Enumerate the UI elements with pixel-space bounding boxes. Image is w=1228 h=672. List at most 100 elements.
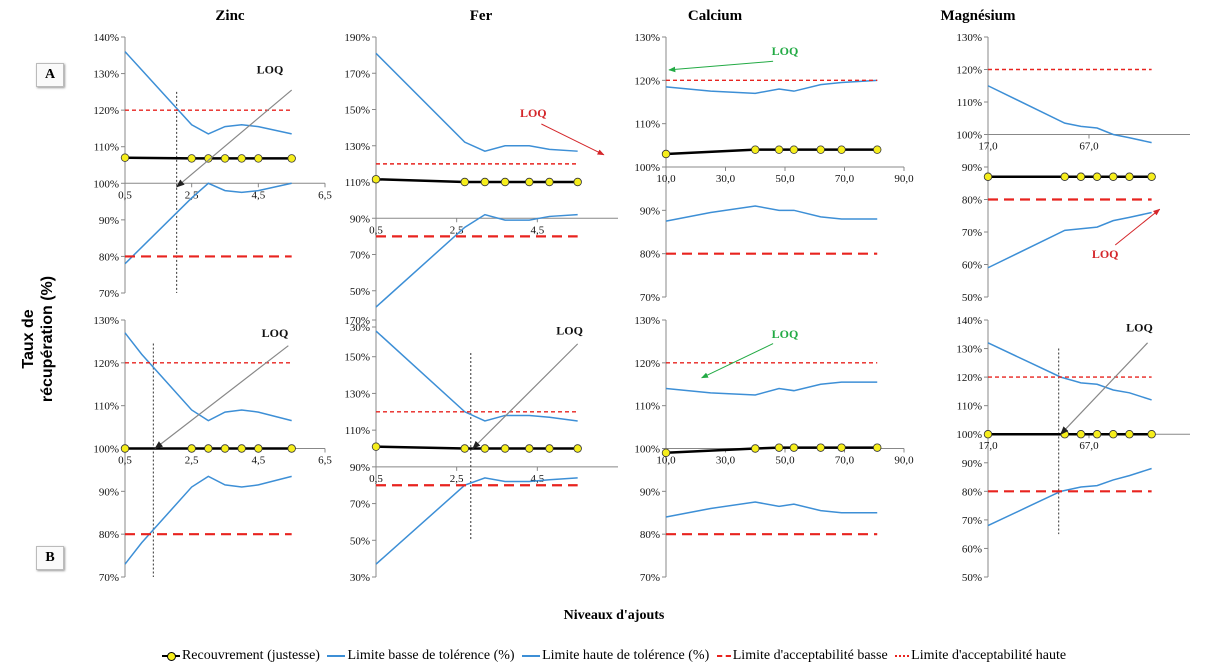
series-high-tolerance bbox=[375, 330, 578, 422]
y-tick-label: 80% bbox=[640, 529, 660, 541]
recovery-point bbox=[573, 444, 582, 453]
y-tick-label: 120% bbox=[93, 105, 119, 117]
legend-swatch-high-tolerance bbox=[522, 654, 541, 657]
y-tick-label: 110% bbox=[957, 97, 982, 109]
recovery-point bbox=[873, 145, 882, 154]
legend-label-high-tolerance: Limite haute de tolérence (%) bbox=[542, 648, 710, 663]
recovery-point bbox=[661, 448, 671, 457]
series-high-tolerance bbox=[665, 381, 878, 396]
recovery-point bbox=[204, 444, 213, 453]
y-tick-label: 80% bbox=[962, 195, 982, 207]
x-tick-label: 90,0 bbox=[894, 173, 914, 185]
y-tick-label: 120% bbox=[634, 75, 660, 87]
loq-arrow bbox=[176, 89, 293, 188]
series-low-tolerance bbox=[987, 211, 1152, 269]
y-tick-label: 120% bbox=[93, 358, 119, 370]
y-tick-label: 30% bbox=[350, 322, 370, 334]
recovery-point bbox=[237, 154, 246, 163]
x-tick-label: 2,5 bbox=[185, 455, 199, 467]
y-tick-label: 110% bbox=[635, 401, 660, 413]
recovery-point bbox=[1060, 430, 1069, 439]
y-tick-label: 90% bbox=[99, 215, 119, 227]
panel-B-magnesium: 50% 60% 70% 80% 90% 100% 110% 120% 130% 140% 17,0 6… bbox=[956, 315, 1190, 584]
x-tick-label: 2,5 bbox=[450, 224, 464, 236]
recovery-point bbox=[220, 444, 230, 453]
recovery-point bbox=[500, 177, 510, 187]
x-tick-label: 4,5 bbox=[530, 224, 544, 236]
x-tick-label: 70,0 bbox=[835, 455, 855, 467]
row-label-a: A bbox=[36, 63, 64, 87]
y-axis-label-line1: Taux de bbox=[20, 309, 37, 369]
recovery-point bbox=[774, 443, 784, 452]
recovery-point bbox=[837, 443, 846, 452]
y-tick-label: 70% bbox=[640, 572, 660, 584]
y-tick-label: 70% bbox=[350, 499, 370, 511]
row-label-b: B bbox=[36, 546, 64, 570]
x-tick-label: 0,5 bbox=[118, 189, 132, 201]
y-tick-label: 50% bbox=[962, 292, 982, 304]
recovery-point bbox=[254, 154, 263, 163]
x-tick-label: 50,0 bbox=[775, 173, 795, 185]
recovery-point bbox=[220, 154, 230, 163]
y-tick-label: 100% bbox=[956, 130, 982, 142]
series-high-tolerance bbox=[665, 79, 878, 95]
loq-label: LOQ bbox=[1092, 247, 1119, 261]
y-tick-label: 100% bbox=[634, 444, 660, 456]
legend-label-low-tolerance: Limite basse de tolérence (%) bbox=[347, 648, 515, 663]
recovery-point bbox=[120, 153, 130, 162]
x-tick-label: 4,5 bbox=[251, 455, 265, 467]
loq-label: LOQ bbox=[262, 326, 289, 340]
y-tick-label: 110% bbox=[635, 119, 660, 131]
x-tick-label: 2,5 bbox=[185, 189, 199, 201]
series-low-tolerance bbox=[987, 467, 1152, 527]
loq-arrow bbox=[1060, 342, 1149, 435]
recovery-point bbox=[187, 444, 196, 453]
x-tick-label: 0,5 bbox=[369, 224, 383, 236]
legend-swatch-low-acceptability bbox=[716, 654, 731, 657]
y-tick-label: 110% bbox=[345, 425, 370, 437]
legend-item-high-acceptability: Limite d'acceptabilité haute bbox=[895, 648, 1066, 664]
y-tick-label: 70% bbox=[962, 227, 982, 239]
x-tick-label: 30,0 bbox=[716, 455, 736, 467]
recovery-point bbox=[1125, 172, 1134, 181]
y-tick-label: 100% bbox=[634, 162, 660, 174]
loq-arrow bbox=[541, 123, 605, 156]
y-tick-label: 110% bbox=[94, 401, 119, 413]
y-tick-label: 190% bbox=[344, 32, 370, 44]
y-tick-label: 60% bbox=[962, 543, 982, 555]
recovery-point bbox=[187, 154, 196, 163]
recovery-point bbox=[873, 443, 882, 452]
loq-arrow bbox=[472, 343, 579, 450]
y-tick-label: 90% bbox=[640, 205, 660, 217]
recovery-point bbox=[1060, 172, 1069, 181]
y-tick-label: 100% bbox=[956, 429, 982, 441]
y-tick-label: 60% bbox=[962, 260, 982, 272]
title-magnesium: Magnésium bbox=[940, 8, 1016, 24]
x-tick-label: 0,5 bbox=[369, 473, 383, 485]
recovery-point bbox=[371, 175, 381, 184]
panel-A-calcium: 70% 80% 90% 100% 110% 120% 130% 10,0 30,0 50,0 70,… bbox=[634, 32, 914, 304]
series-low-tolerance bbox=[665, 501, 878, 518]
y-tick-label: 140% bbox=[93, 32, 119, 44]
recovery-point bbox=[1092, 430, 1102, 439]
series-low-tolerance bbox=[124, 182, 292, 265]
panel-B-zinc: 70% 80% 90% 100% 110% 120% 130% 0,5 2,5 4,5 6,5 LOQ bbox=[93, 315, 332, 584]
series-low-tolerance bbox=[375, 213, 578, 308]
recovery-point bbox=[789, 443, 799, 452]
y-tick-label: 50% bbox=[350, 535, 370, 547]
legend-swatch-recovery bbox=[161, 651, 180, 661]
recovery-point bbox=[983, 172, 993, 181]
y-axis-label: Taux de récupération (%) bbox=[19, 239, 57, 439]
recovery-point bbox=[287, 154, 296, 163]
recovery-point bbox=[983, 430, 993, 439]
y-tick-label: 130% bbox=[956, 344, 982, 356]
y-tick-label: 70% bbox=[99, 288, 119, 300]
x-tick-label: 4,5 bbox=[530, 473, 544, 485]
series-high-tolerance bbox=[987, 342, 1152, 401]
recovery-point bbox=[837, 145, 846, 154]
panel-A-magnesium: 50% 60% 70% 80% 90% 100% 110% 120% 130% 17,0 67,0 L… bbox=[956, 32, 1190, 304]
recovery-point bbox=[460, 444, 469, 453]
recovery-point bbox=[789, 145, 799, 154]
